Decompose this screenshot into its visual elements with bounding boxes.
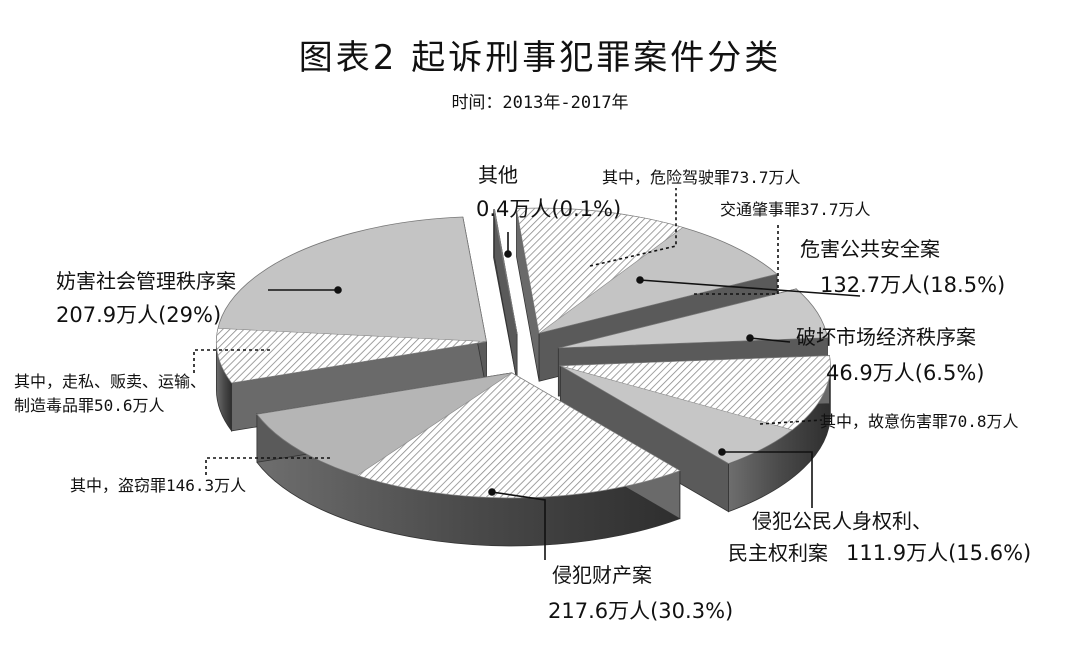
value-qita: 0.4万人(0.1%)	[476, 197, 622, 221]
leader-dot	[746, 334, 754, 342]
leader-dot	[488, 488, 496, 496]
sub-dupin-2: 制造毒品罪50.6万人	[14, 396, 165, 415]
leader-line-dashed	[759, 419, 823, 425]
value-shichang-jingji: 46.9万人(6.5%)	[826, 361, 985, 385]
label-shehui-guanli: 妨害社会管理秩序案	[56, 269, 236, 293]
slice-renshen-quanli	[558, 355, 831, 513]
label-qita: 其他	[478, 163, 518, 187]
leader-dot	[636, 276, 644, 284]
leader-line	[722, 451, 813, 508]
sub-jiaotong-zhaoshi: 交通肇事罪37.7万人	[720, 200, 871, 219]
sub-daoqie: 其中，盗窃罪146.3万人	[70, 476, 247, 495]
slice-qita	[493, 209, 518, 383]
leader-line	[639, 279, 861, 297]
sub-guyi-shanghai: 其中，故意伤害罪70.8万人	[820, 412, 1019, 431]
label-gonggong-anquan: 危害公共安全案	[800, 237, 940, 261]
label-minzhu-quanli: 民主权利案	[728, 541, 828, 565]
chart-title: 图表2 起诉刑事犯罪案件分类	[298, 38, 782, 78]
label-caichan: 侵犯财产案	[552, 563, 652, 587]
leader-line-dashed	[193, 349, 270, 374]
leader-line	[749, 337, 791, 343]
slice-caichan	[256, 372, 681, 547]
value-gonggong-anquan: 132.7万人(18.5%)	[820, 273, 1006, 297]
value-shehui-guanli: 207.9万人(29%)	[56, 303, 222, 327]
leader-dot	[718, 448, 726, 456]
label-shichang-jingji: 破坏市场经济秩序案	[796, 325, 976, 349]
label-renshen-quanli: 侵犯公民人身权利、	[752, 509, 932, 533]
leader-line	[491, 491, 546, 560]
slice-shehui-guanli	[215, 216, 487, 433]
leader-dot	[334, 286, 342, 294]
sub-weixian-jiashi: 其中，危险驾驶罪73.7万人	[602, 168, 801, 187]
chart-subtitle: 时间：2013年-2017年	[451, 93, 629, 113]
leader-dot	[504, 250, 512, 258]
leader-line-dashed	[589, 188, 677, 267]
leader-line-dashed	[694, 224, 779, 295]
value-caichan: 217.6万人(30.3%)	[548, 599, 734, 623]
value-renshen-quanli: 111.9万人(15.6%)	[846, 541, 1032, 565]
sub-dupin-1: 其中，走私、贩卖、运输、	[14, 372, 207, 391]
